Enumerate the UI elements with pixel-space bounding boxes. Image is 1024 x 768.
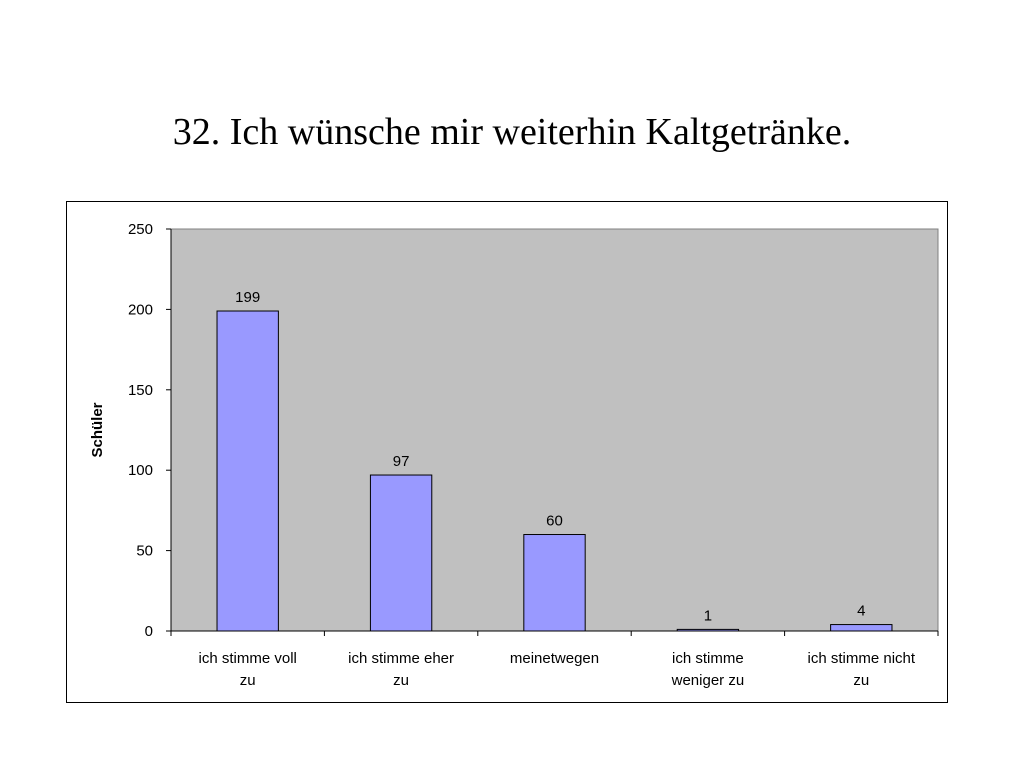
- bar: [676, 628, 740, 632]
- category-label: ich stimme nicht: [808, 650, 916, 667]
- bar-chart: 0 50 100 150 200 250 Schüler 199 ich stimme voll…: [89, 221, 939, 689]
- data-label: 199: [235, 289, 260, 306]
- bar: [830, 624, 893, 632]
- bar: [523, 534, 586, 632]
- category-label: ich stimme: [672, 650, 744, 667]
- category-label: zu: [853, 672, 869, 689]
- data-label: 97: [393, 453, 410, 470]
- bar: [216, 310, 279, 632]
- data-label: 1: [704, 607, 712, 624]
- category-label: meinetwegen: [510, 650, 599, 667]
- data-label: 60: [546, 513, 563, 530]
- category-label: ich stimme voll: [199, 650, 297, 667]
- category-label: zu: [393, 672, 409, 689]
- category-label: weniger zu: [671, 672, 745, 689]
- y-tick-label: 0: [145, 623, 153, 640]
- y-tick-label: 250: [128, 221, 153, 238]
- category-label: zu: [240, 672, 256, 689]
- y-tick-label: 150: [128, 382, 153, 399]
- y-tick-label: 100: [128, 462, 153, 479]
- y-axis-title: Schüler: [89, 402, 106, 457]
- data-label: 4: [857, 603, 865, 620]
- y-tick-label: 50: [136, 543, 153, 560]
- slide-title: 32. Ich wünsche mir weiterhin Kaltgeträn…: [172, 111, 852, 153]
- category-label: ich stimme eher: [348, 650, 454, 667]
- chart-frame: 0 50 100 150 200 250 Schüler 199 ich stimme voll…: [66, 201, 948, 703]
- bar: [369, 474, 433, 632]
- y-tick-label: 200: [128, 301, 153, 318]
